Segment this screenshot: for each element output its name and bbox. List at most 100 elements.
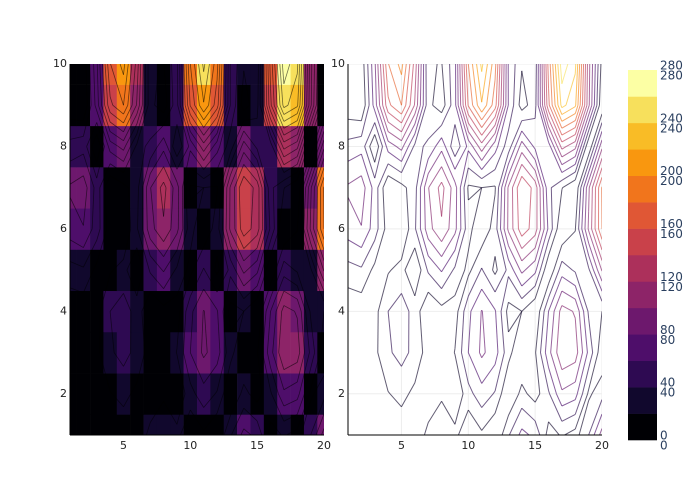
contour-line	[415, 353, 423, 383]
x-tick-label: 20	[317, 439, 331, 452]
contour-line	[514, 64, 516, 105]
contour-line	[565, 429, 576, 435]
contour-line	[348, 240, 361, 248]
contour-line	[562, 400, 575, 406]
contour-line	[464, 64, 466, 105]
contour-line	[479, 311, 481, 352]
contour-line	[495, 310, 496, 312]
colorbar-tick-label: 80	[660, 333, 675, 347]
contour-line	[549, 422, 560, 435]
contour-line	[589, 318, 593, 352]
colorbar-tick-label: 240	[660, 121, 683, 135]
contour-line	[584, 131, 589, 147]
contour-cell	[77, 373, 91, 415]
panel	[63, 43, 331, 456]
contour-line	[497, 229, 506, 270]
x-tick-label: 15	[250, 439, 264, 452]
x-tick-label: 5	[398, 439, 405, 452]
contour-cell	[277, 373, 291, 415]
contour-cell	[197, 126, 211, 168]
contour-cell	[157, 126, 171, 168]
contour-cell	[277, 250, 291, 292]
contour-line	[182, 188, 183, 229]
panel	[348, 64, 602, 435]
contour-line	[504, 188, 505, 229]
contour-line	[544, 298, 548, 312]
contour-cell	[291, 332, 305, 374]
contour-line	[348, 261, 361, 267]
contour-line	[453, 267, 455, 270]
contour-line	[468, 353, 481, 384]
contour-line	[383, 176, 388, 188]
contour-line	[544, 64, 545, 105]
contour-line	[416, 229, 428, 270]
contour-cell	[144, 373, 158, 415]
contour-line	[502, 164, 509, 188]
contour-cell	[77, 250, 91, 292]
contour-line	[586, 181, 588, 188]
contour-line	[482, 105, 487, 112]
contour-cell	[277, 291, 291, 333]
contour-line	[478, 146, 481, 151]
contour-line	[408, 134, 414, 146]
contour-line	[375, 229, 378, 240]
contour-line	[468, 151, 481, 170]
contour-line	[495, 64, 496, 80]
contour-line	[415, 248, 421, 270]
contour-line	[505, 175, 509, 188]
colorbar-band	[628, 123, 657, 150]
contour-line	[423, 139, 428, 146]
contour-line	[424, 423, 428, 435]
contour-line	[365, 123, 375, 147]
contour-line	[522, 270, 525, 273]
contour-line	[454, 353, 455, 355]
contour-line	[383, 105, 388, 122]
contour-line	[547, 105, 549, 111]
contour-line	[405, 248, 415, 270]
contour-cell	[117, 250, 131, 292]
contour-cell	[210, 250, 224, 292]
contour-line	[468, 188, 469, 200]
contour-line	[442, 401, 455, 424]
contour-line	[578, 64, 580, 105]
contour-line	[589, 105, 590, 107]
contour-line	[522, 118, 535, 120]
colorbar-band	[628, 281, 657, 308]
contour-line	[582, 64, 583, 105]
contour-cell	[250, 373, 264, 415]
colorbar-tick-label: 160	[660, 227, 683, 241]
contour-line	[455, 311, 458, 348]
contour-cell	[157, 85, 171, 127]
contour-cell	[117, 208, 131, 250]
contour-line	[512, 164, 521, 187]
contour-line	[575, 299, 579, 311]
contour-line	[396, 146, 401, 150]
contour-line	[482, 268, 483, 270]
contour-line	[370, 146, 375, 162]
contour-line	[546, 188, 548, 229]
contour-cell	[264, 373, 278, 415]
contour-line	[482, 125, 495, 143]
contour-line	[522, 429, 529, 435]
contour-line	[491, 142, 495, 147]
contour-line	[499, 64, 500, 105]
contour-line	[575, 318, 577, 352]
contour-line	[375, 123, 383, 147]
contour-line	[496, 64, 498, 105]
contour-line	[455, 394, 463, 425]
contour-line	[500, 229, 508, 260]
contour-cell	[197, 43, 211, 85]
contour-line	[348, 288, 361, 293]
contour-line	[388, 164, 401, 173]
contour-line	[388, 141, 396, 146]
y-tick-label: 4	[60, 304, 67, 317]
contour-cell	[291, 373, 305, 415]
contour-line	[424, 174, 428, 188]
contour-cell	[130, 126, 144, 168]
contour-line	[375, 146, 383, 178]
contour-cell	[170, 332, 184, 374]
contour-line	[455, 124, 460, 146]
contour-line	[592, 188, 593, 229]
contour-line	[501, 311, 504, 352]
